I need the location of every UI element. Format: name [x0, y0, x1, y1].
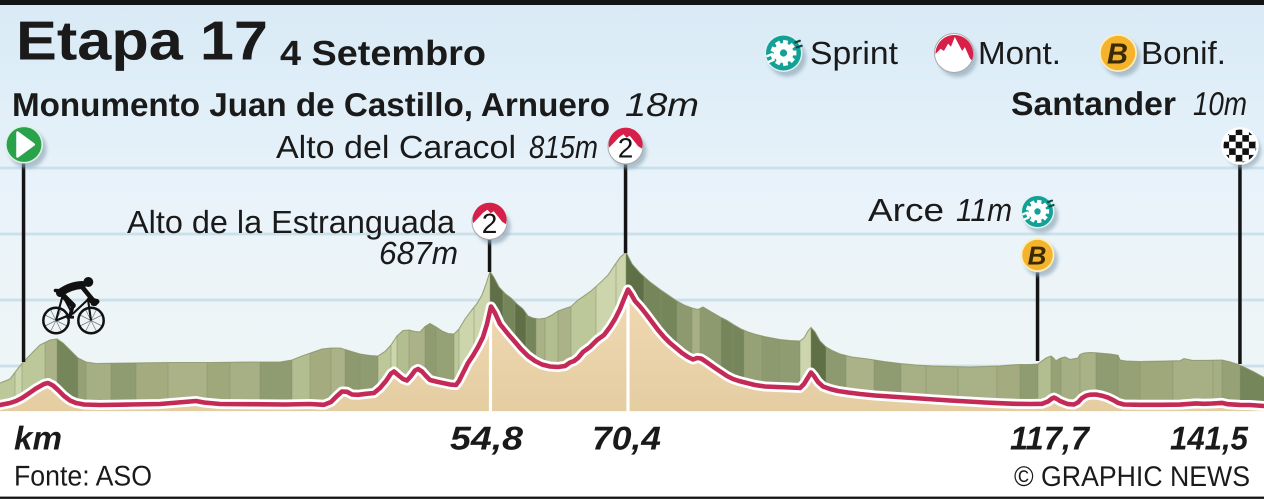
svg-text:141,5: 141,5 [1170, 420, 1249, 457]
svg-text:687m: 687m [379, 235, 458, 271]
svg-text:70,4: 70,4 [592, 420, 661, 457]
svg-text:2: 2 [482, 208, 498, 239]
svg-text:Santander: Santander [1011, 85, 1176, 122]
svg-text:Arce: Arce [868, 192, 944, 228]
svg-text:Etapa 17: Etapa 17 [16, 10, 268, 72]
svg-text:Bonif.: Bonif. [1141, 35, 1226, 71]
svg-text:18m: 18m [625, 86, 699, 123]
svg-text:815m: 815m [529, 129, 598, 165]
svg-text:Fonte: ASO: Fonte: ASO [14, 461, 152, 493]
svg-text:54,8: 54,8 [450, 420, 524, 457]
svg-text:4 Setembro: 4 Setembro [280, 34, 486, 73]
svg-text:Sprint: Sprint [810, 35, 898, 71]
svg-text:117,7: 117,7 [1010, 420, 1091, 457]
svg-text:Alto de la Estranguada: Alto de la Estranguada [127, 204, 455, 240]
svg-text:B: B [1028, 240, 1047, 270]
svg-text:B: B [1107, 38, 1128, 70]
svg-text:© GRAPHIC NEWS: © GRAPHIC NEWS [1014, 461, 1250, 493]
svg-text:2: 2 [618, 133, 634, 164]
svg-text:10m: 10m [1193, 85, 1247, 122]
svg-text:11m: 11m [956, 192, 1012, 228]
svg-text:Mont.: Mont. [978, 35, 1061, 71]
svg-text:Alto del Caracol: Alto del Caracol [276, 129, 516, 165]
svg-text:km: km [14, 420, 62, 457]
svg-text:Monumento Juan de Castillo, Ar: Monumento Juan de Castillo, Arnuero [12, 86, 610, 123]
